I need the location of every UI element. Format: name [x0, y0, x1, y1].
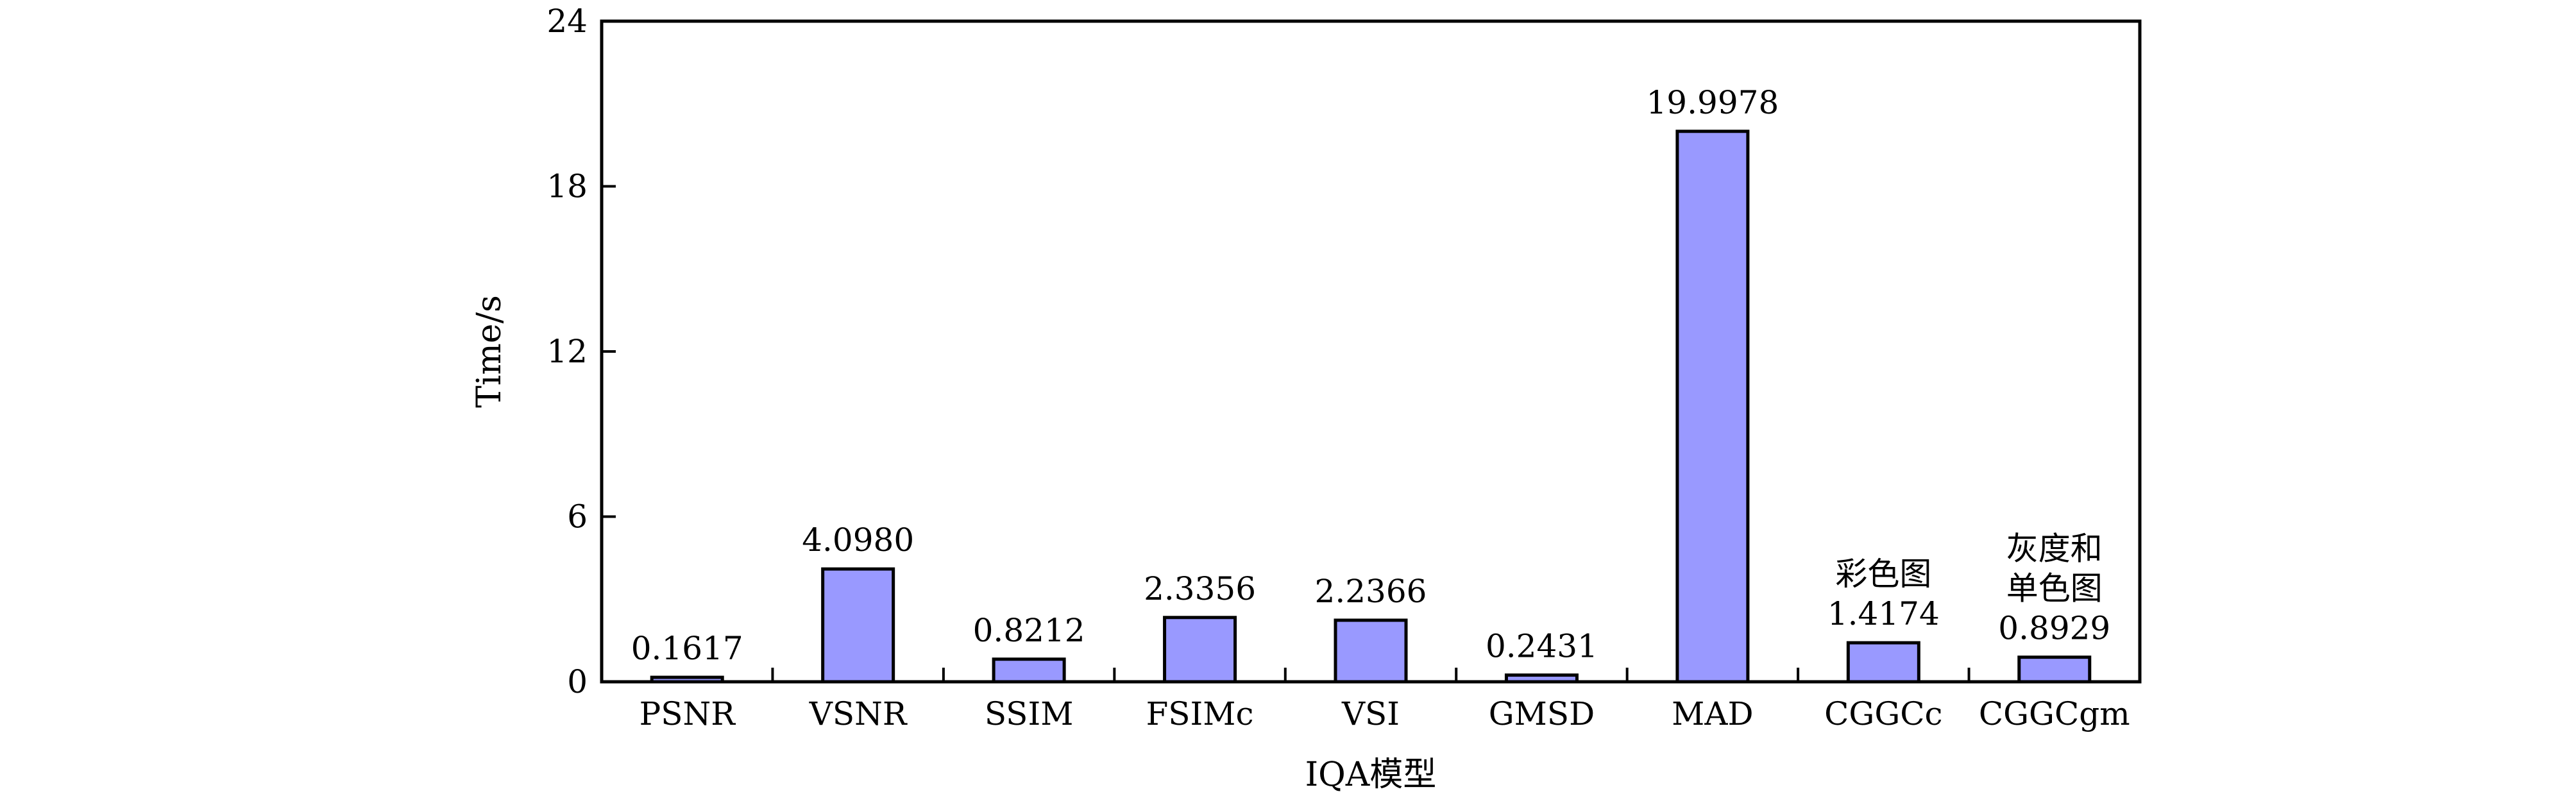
value-label: 19.9978 [1647, 84, 1779, 121]
bar-fsimc [1163, 616, 1237, 684]
annotation-text: 单色图 [2006, 570, 2103, 607]
annotation-text: 灰度和 [2006, 530, 2103, 568]
y-tick-label: 0 [567, 663, 588, 700]
value-label: 0.1617 [631, 630, 743, 667]
value-label: 2.2366 [1315, 573, 1427, 610]
bar-vsi [1334, 618, 1408, 684]
x-tick-label: MAD [1672, 695, 1753, 732]
x-tick-label: GMSD [1489, 695, 1595, 732]
value-label: 0.8212 [973, 612, 1085, 649]
bars [650, 130, 2092, 684]
y-tick-label: 24 [547, 3, 588, 40]
value-label: 0.8929 [1998, 610, 2110, 647]
x-tick-label: CGGCgm [1979, 695, 2130, 732]
value-label: 1.4174 [1827, 595, 1940, 632]
x-tick-label: VSI [1341, 695, 1400, 732]
bar-cggcgm [2017, 655, 2092, 684]
annotation-text: 彩色图 [1835, 555, 1931, 593]
value-label: 2.3356 [1144, 570, 1256, 607]
x-tick-label: PSNR [640, 695, 736, 732]
value-label: 0.2431 [1486, 628, 1598, 665]
x-tick-label: SSIM [985, 695, 1074, 732]
x-tick-label: VSNR [809, 695, 908, 732]
y-tick-label: 12 [547, 333, 588, 370]
bar-ssim [992, 657, 1066, 684]
value-label: 4.0980 [802, 521, 914, 559]
axis-ticks [602, 20, 1970, 683]
bar-cggcc [1846, 641, 1920, 684]
y-tick-label: 18 [547, 168, 588, 205]
y-axis-title: Time/s [470, 295, 509, 408]
x-tick-label: FSIMc [1146, 695, 1254, 732]
x-axis-title: IQA模型 [1305, 756, 1437, 794]
y-tick-label: 6 [567, 498, 588, 536]
x-tick-label: CGGCc [1824, 695, 1942, 732]
bar-vsnr [821, 567, 895, 684]
labels: 0 6 12 18 24 PSNR 0.1617 VSNR 4.0980 SSIM 0.8212 FS… [547, 3, 2130, 732]
bar-mad [1675, 130, 1750, 684]
